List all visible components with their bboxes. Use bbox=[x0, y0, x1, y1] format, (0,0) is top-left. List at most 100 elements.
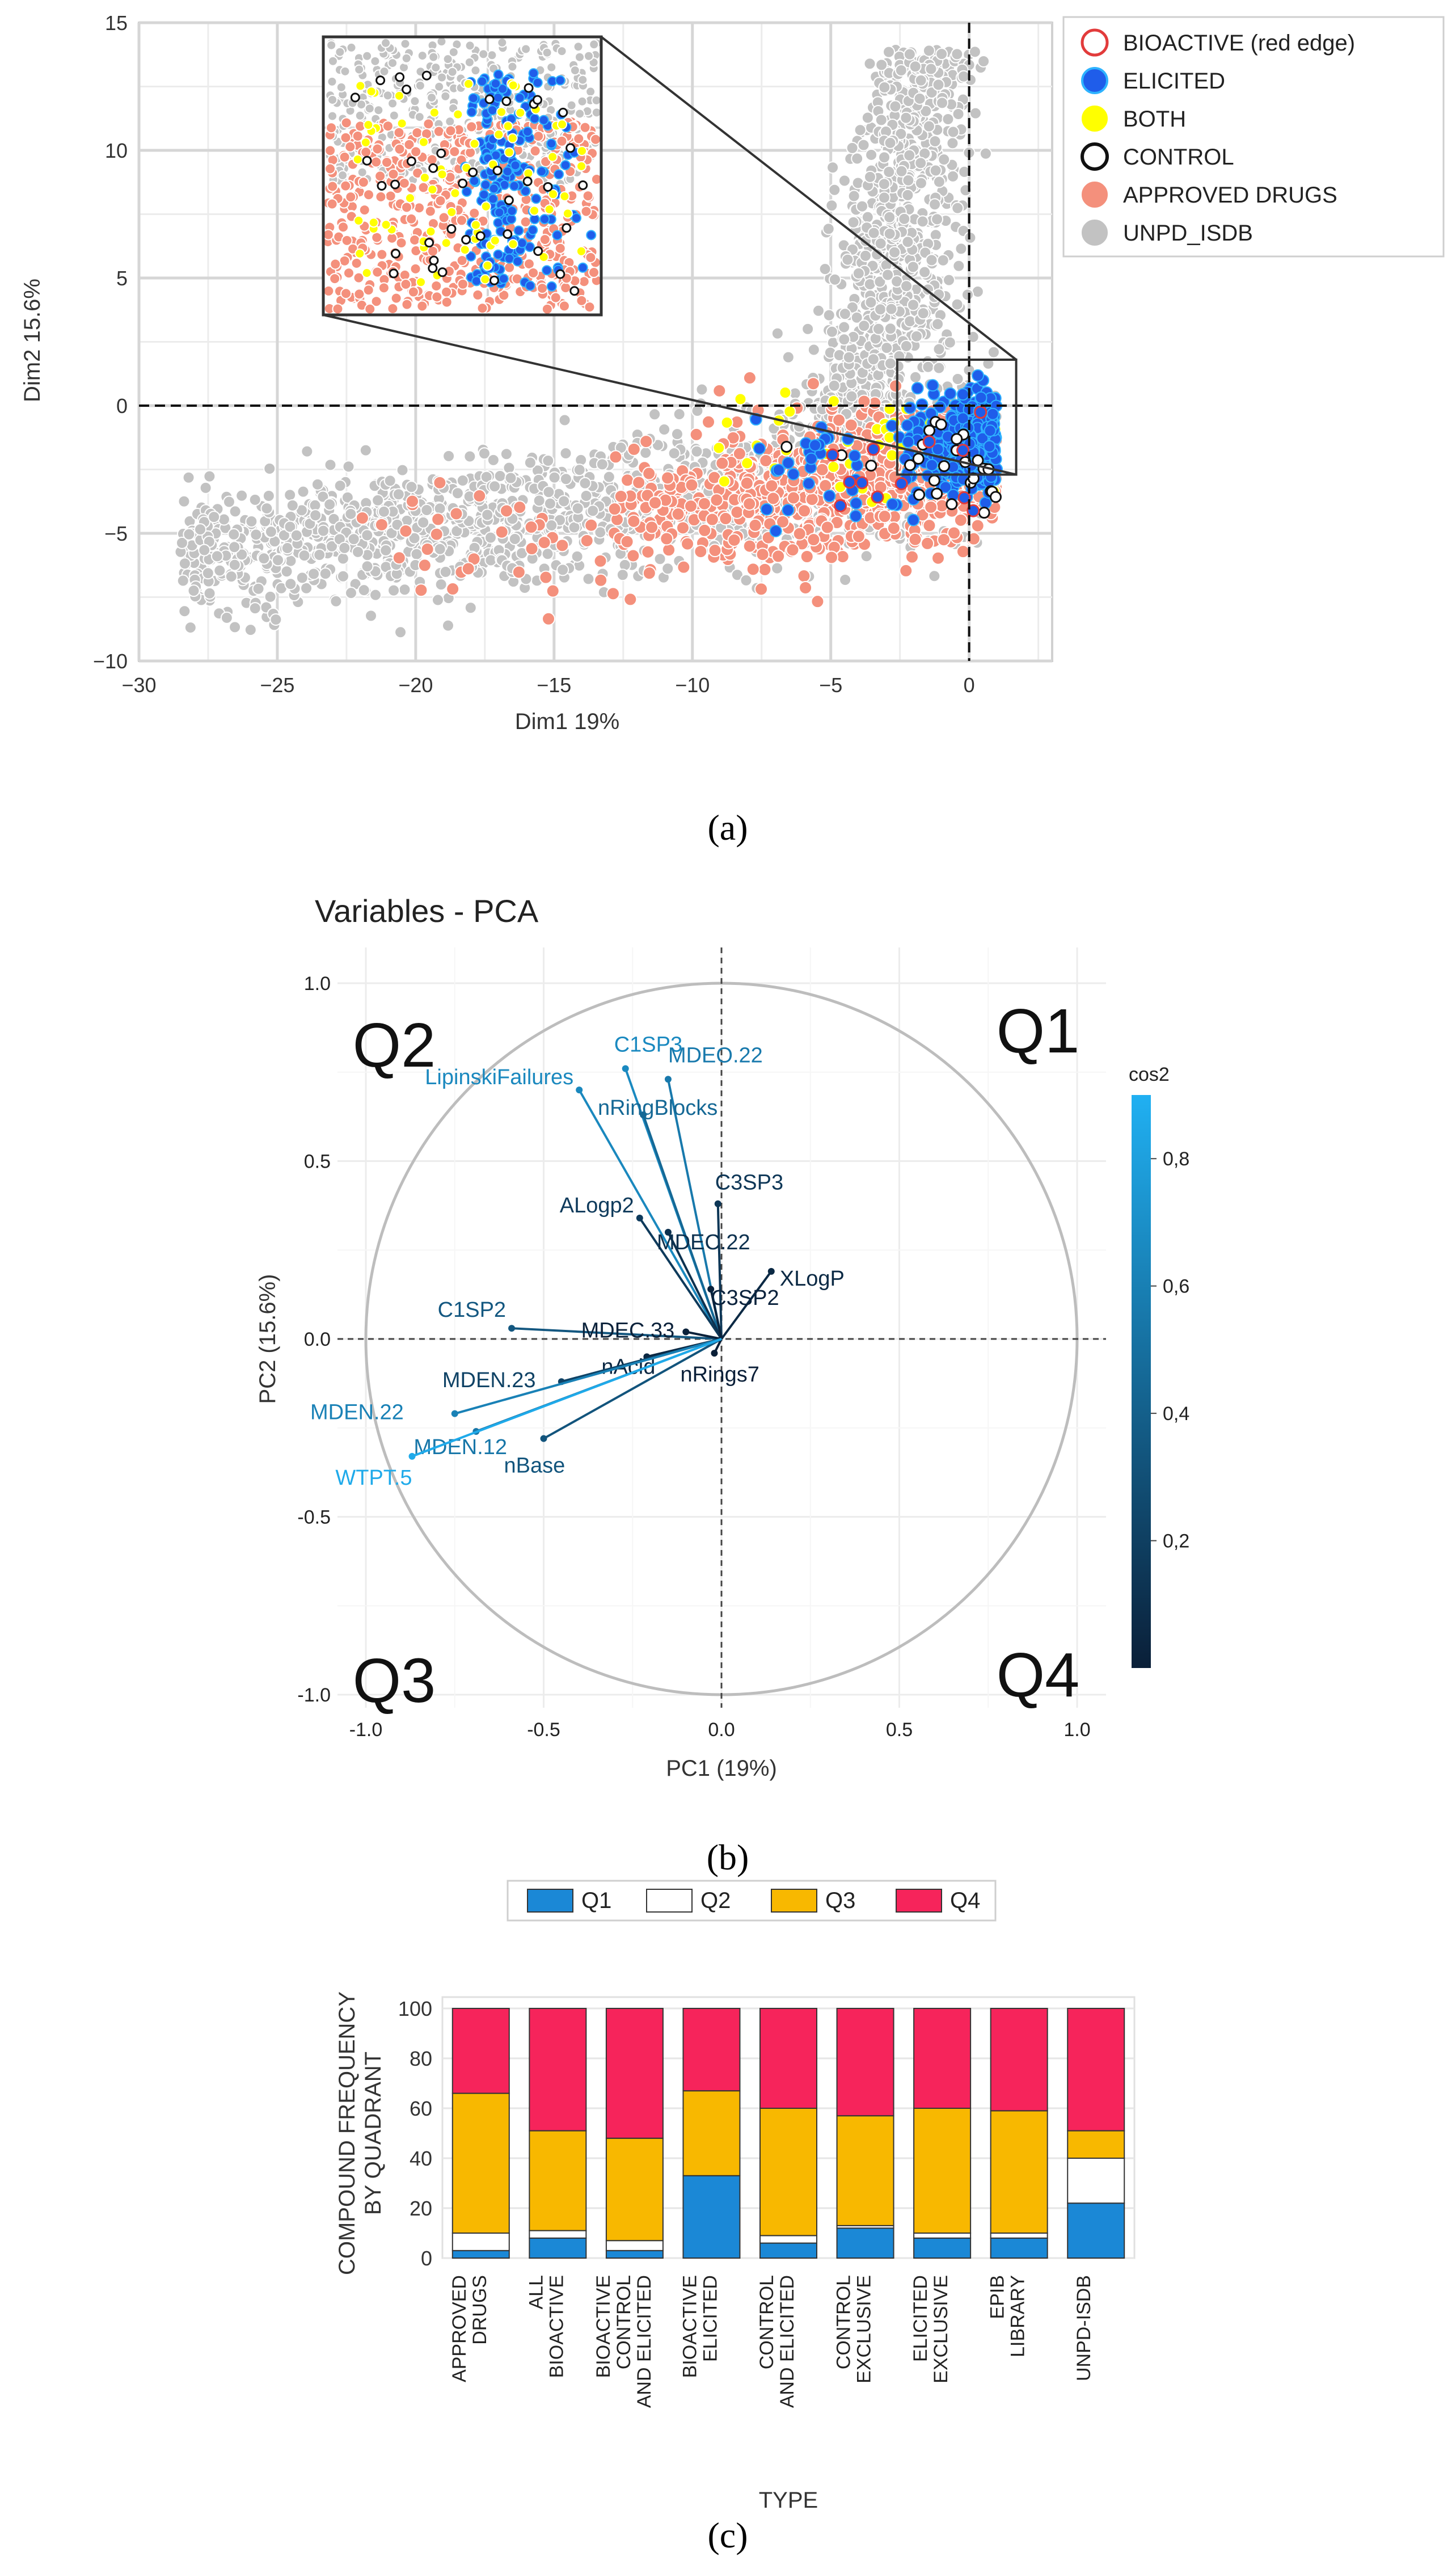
point-unpd bbox=[878, 81, 891, 94]
point-approved-drug bbox=[689, 427, 703, 441]
inset-point-unpd bbox=[373, 105, 384, 116]
point-both bbox=[734, 393, 747, 406]
point-approved-drug bbox=[697, 496, 711, 511]
point-approved-drug bbox=[811, 595, 825, 609]
point-unpd bbox=[874, 237, 887, 250]
inset-point-elicited bbox=[493, 249, 504, 260]
point-approved-drug bbox=[620, 534, 634, 549]
inset-point-approved bbox=[363, 189, 375, 201]
point-bioactive bbox=[894, 477, 908, 490]
inset-point-approved bbox=[340, 117, 352, 129]
inset-point-elicited bbox=[493, 69, 504, 80]
point-approved-drug bbox=[580, 533, 594, 547]
point-approved-drug bbox=[727, 533, 741, 547]
inset-point-elicited bbox=[513, 225, 524, 236]
point-bioactive bbox=[855, 476, 869, 490]
point-elicited bbox=[984, 424, 997, 437]
inset-point-approved bbox=[533, 130, 545, 142]
point-unpd bbox=[771, 327, 784, 340]
inset-point-approved bbox=[426, 154, 438, 166]
inset-point-unpd bbox=[589, 39, 600, 50]
point-unpd bbox=[898, 212, 911, 225]
inset-point-elicited bbox=[527, 225, 538, 235]
point-elicited bbox=[753, 442, 766, 455]
inset-point-unpd bbox=[575, 108, 585, 119]
inset-point-unpd bbox=[431, 62, 441, 73]
point-unpd bbox=[244, 624, 257, 637]
inset-point-approved bbox=[344, 141, 356, 153]
point-elicited bbox=[885, 419, 898, 432]
point-unpd bbox=[884, 322, 897, 335]
inset-point-approved bbox=[337, 221, 349, 233]
point-unpd bbox=[928, 570, 941, 583]
inset-point-approved bbox=[537, 283, 548, 294]
inset-point-unpd bbox=[583, 50, 594, 61]
point-unpd bbox=[284, 488, 297, 502]
point-approved-drug bbox=[606, 587, 620, 601]
point-unpd bbox=[281, 542, 294, 555]
inset-point-approved bbox=[390, 292, 402, 304]
point-unpd bbox=[272, 554, 285, 567]
inset-point-approved bbox=[393, 127, 405, 138]
point-unpd bbox=[377, 505, 390, 518]
point-approved-drug bbox=[684, 499, 698, 513]
inset-point-approved bbox=[360, 146, 372, 158]
point-unpd bbox=[434, 578, 448, 591]
inset-point-approved bbox=[550, 292, 562, 304]
inset-point-unpd bbox=[415, 80, 425, 91]
point-unpd bbox=[865, 148, 878, 161]
point-bioactive bbox=[867, 443, 880, 456]
point-unpd bbox=[277, 529, 290, 542]
inset-point-unpd bbox=[546, 62, 557, 73]
point-unpd bbox=[326, 540, 339, 553]
point-elicited bbox=[986, 407, 999, 420]
point-approved-drug bbox=[719, 512, 733, 526]
inset-point-approved bbox=[431, 291, 443, 303]
point-elicited bbox=[901, 419, 914, 432]
inset-point-approved bbox=[395, 237, 407, 249]
inset-point-unpd bbox=[448, 47, 459, 57]
inset-point-approved bbox=[413, 202, 425, 214]
inset-point-elicited bbox=[525, 280, 535, 291]
point-unpd bbox=[201, 567, 214, 580]
point-approved-drug bbox=[420, 542, 434, 557]
point-approved-drug bbox=[660, 532, 674, 546]
point-approved-drug bbox=[645, 520, 659, 534]
point-approved-drug bbox=[712, 384, 727, 398]
point-unpd bbox=[931, 213, 944, 226]
point-unpd bbox=[838, 174, 851, 187]
point-unpd bbox=[670, 428, 683, 441]
point-approved-drug bbox=[905, 550, 919, 564]
inset-point-approved bbox=[585, 251, 597, 263]
inset-point-approved bbox=[554, 242, 566, 254]
inset-point-approved bbox=[374, 170, 386, 182]
point-unpd bbox=[951, 373, 964, 386]
point-unpd bbox=[582, 572, 595, 586]
inset-point-approved bbox=[357, 176, 369, 188]
point-unpd bbox=[856, 200, 869, 213]
point-approved-drug bbox=[715, 456, 729, 470]
inset-point-unpd bbox=[379, 66, 390, 77]
point-both bbox=[827, 460, 840, 473]
point-approved-drug bbox=[414, 583, 428, 597]
inset-point-elicited bbox=[528, 68, 539, 79]
point-unpd bbox=[442, 449, 455, 462]
point-unpd bbox=[250, 528, 263, 541]
point-unpd bbox=[228, 541, 241, 554]
inset-point-unpd bbox=[434, 81, 445, 92]
inset-point-unpd bbox=[487, 50, 497, 61]
point-approved-drug bbox=[392, 551, 406, 565]
inset-point-approved bbox=[362, 284, 374, 296]
inset-point-unpd bbox=[336, 82, 347, 92]
point-approved-drug bbox=[889, 379, 903, 393]
inset-point-unpd bbox=[569, 65, 580, 76]
point-approved-drug bbox=[417, 558, 432, 572]
point-unpd bbox=[807, 343, 820, 356]
point-approved-drug bbox=[754, 582, 769, 596]
point-unpd bbox=[901, 188, 914, 201]
point-unpd bbox=[932, 343, 946, 356]
point-unpd bbox=[394, 626, 407, 639]
inset-point-approved bbox=[580, 205, 592, 217]
point-approved-drug bbox=[792, 527, 807, 541]
